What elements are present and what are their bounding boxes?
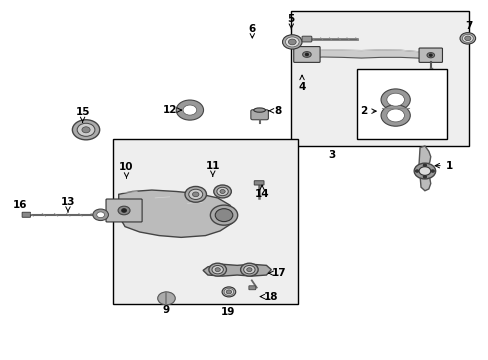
Circle shape <box>226 290 231 294</box>
Ellipse shape <box>302 51 310 57</box>
Text: 1: 1 <box>434 161 452 171</box>
Text: 13: 13 <box>61 197 75 212</box>
Ellipse shape <box>426 53 434 58</box>
Circle shape <box>423 176 426 178</box>
Circle shape <box>288 39 296 45</box>
Bar <box>356 69 446 139</box>
Circle shape <box>211 265 223 274</box>
FancyBboxPatch shape <box>302 36 311 42</box>
FancyBboxPatch shape <box>254 181 264 185</box>
Polygon shape <box>203 264 271 276</box>
Circle shape <box>415 170 418 172</box>
Text: 5: 5 <box>287 14 294 29</box>
Circle shape <box>418 167 430 175</box>
Text: 17: 17 <box>268 268 286 278</box>
Circle shape <box>459 33 475 44</box>
Text: 19: 19 <box>221 307 235 316</box>
Text: 4: 4 <box>298 75 305 92</box>
Text: 11: 11 <box>205 161 220 176</box>
Circle shape <box>246 268 251 271</box>
FancyBboxPatch shape <box>250 110 268 120</box>
Circle shape <box>220 189 225 193</box>
Circle shape <box>183 105 196 115</box>
Circle shape <box>243 265 255 274</box>
Bar <box>113 139 298 304</box>
Circle shape <box>93 209 108 221</box>
Circle shape <box>240 263 258 276</box>
Circle shape <box>188 189 203 199</box>
Circle shape <box>210 205 237 225</box>
Text: 12: 12 <box>163 105 181 115</box>
Circle shape <box>423 164 426 166</box>
Circle shape <box>122 209 126 212</box>
Circle shape <box>380 105 409 126</box>
Circle shape <box>380 89 409 111</box>
Circle shape <box>215 268 220 271</box>
Circle shape <box>386 109 404 122</box>
Text: 7: 7 <box>464 21 471 31</box>
Circle shape <box>462 34 472 42</box>
Circle shape <box>224 288 233 296</box>
Circle shape <box>82 127 90 133</box>
Circle shape <box>386 93 404 106</box>
Text: 6: 6 <box>248 24 255 38</box>
Circle shape <box>77 123 95 136</box>
Polygon shape <box>307 50 431 60</box>
Circle shape <box>413 163 435 179</box>
Circle shape <box>464 36 470 41</box>
Text: 14: 14 <box>254 185 269 199</box>
Circle shape <box>215 209 232 222</box>
FancyBboxPatch shape <box>293 46 320 62</box>
Text: 2: 2 <box>360 106 375 116</box>
FancyBboxPatch shape <box>248 286 255 290</box>
FancyBboxPatch shape <box>418 48 442 62</box>
Text: 10: 10 <box>119 162 134 178</box>
Circle shape <box>216 187 228 196</box>
FancyBboxPatch shape <box>106 199 142 222</box>
Circle shape <box>213 185 231 198</box>
Text: 15: 15 <box>75 107 90 122</box>
Circle shape <box>184 186 206 202</box>
Circle shape <box>176 100 203 120</box>
Polygon shape <box>418 146 430 191</box>
Circle shape <box>72 120 100 140</box>
Circle shape <box>282 35 302 49</box>
Text: 3: 3 <box>328 150 335 160</box>
Circle shape <box>285 37 299 47</box>
Circle shape <box>158 292 175 305</box>
FancyBboxPatch shape <box>22 212 30 217</box>
Text: 18: 18 <box>260 292 278 302</box>
Circle shape <box>192 192 199 197</box>
Circle shape <box>222 287 235 297</box>
Text: 9: 9 <box>163 305 170 315</box>
Circle shape <box>208 263 226 276</box>
Bar <box>290 12 468 146</box>
Circle shape <box>428 54 431 56</box>
Circle shape <box>97 212 104 218</box>
Ellipse shape <box>118 206 130 215</box>
Circle shape <box>430 170 433 172</box>
Text: 16: 16 <box>13 200 27 210</box>
Text: 8: 8 <box>268 106 281 116</box>
Ellipse shape <box>253 108 265 112</box>
Polygon shape <box>119 190 237 237</box>
Circle shape <box>305 53 308 55</box>
